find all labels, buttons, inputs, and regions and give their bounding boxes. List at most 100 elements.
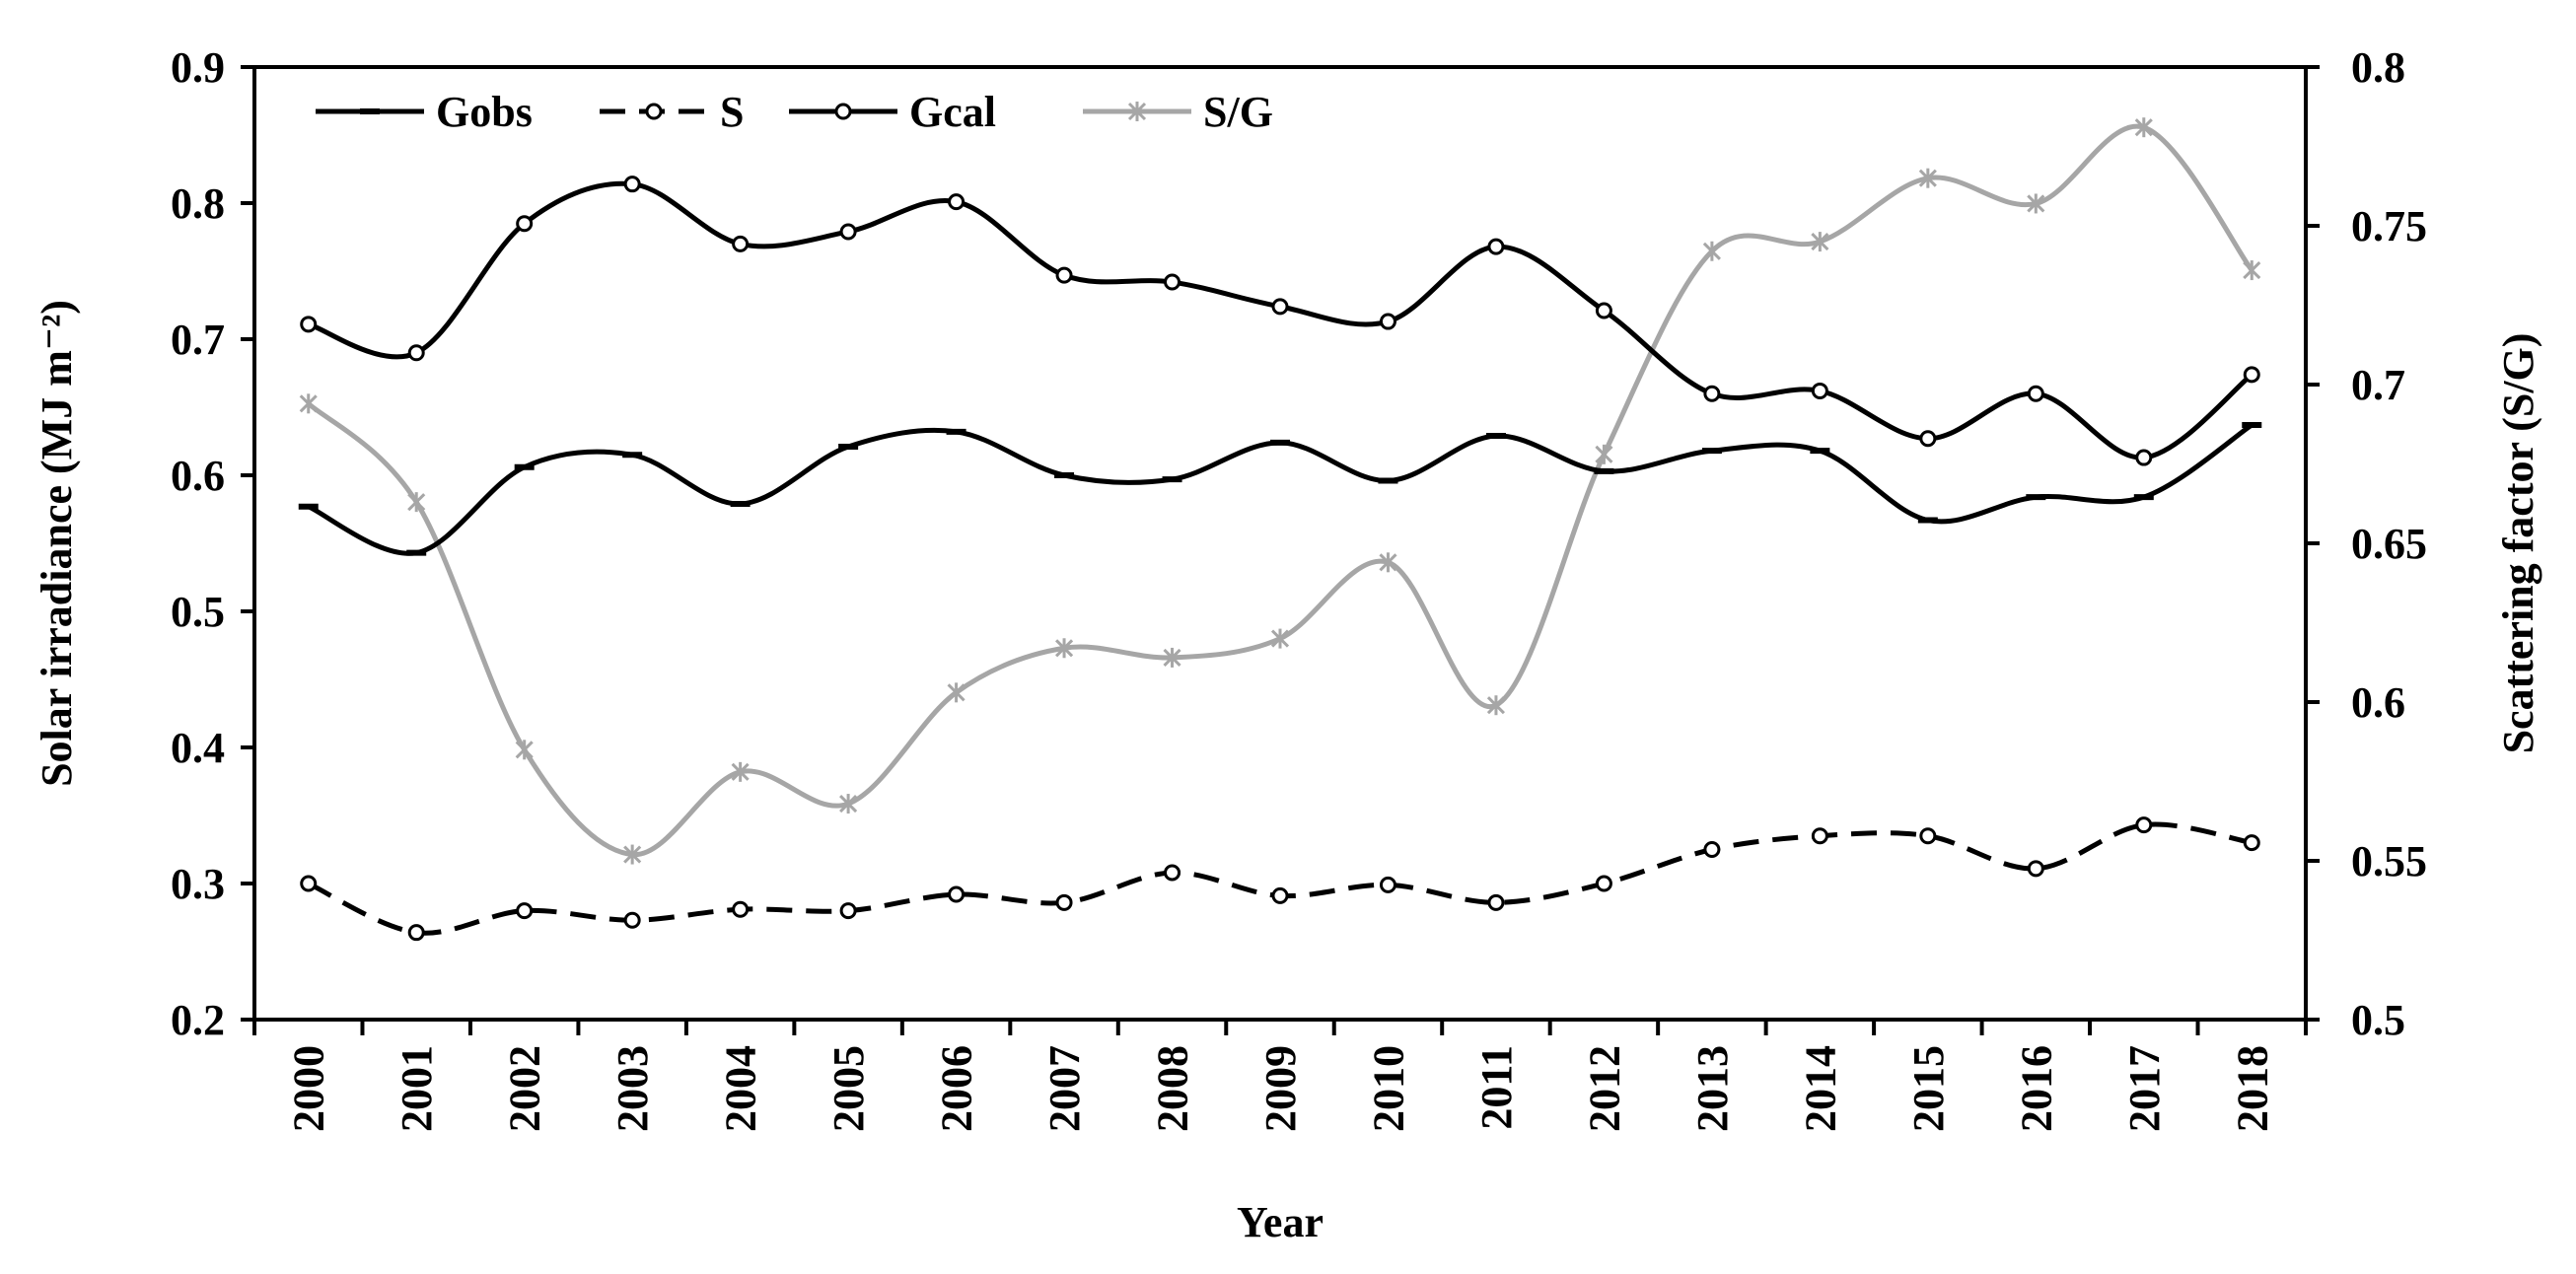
legend-label-s: S [720, 88, 744, 136]
data-point-s-g [1379, 552, 1397, 573]
x-tick-label: 2006 [933, 1045, 981, 1132]
data-point-s-g [623, 844, 642, 865]
data-point-s-g [2243, 260, 2261, 281]
data-point-gcal [1487, 238, 1505, 255]
y2-tick-label: 0.6 [2351, 678, 2405, 727]
data-point-s-g [407, 492, 426, 513]
y-tick-label: 0.9 [171, 43, 225, 92]
data-point-s [1919, 827, 1937, 845]
data-point-s [1379, 876, 1396, 893]
x-tick-label: 2003 [608, 1045, 657, 1132]
y2-tick-label: 0.5 [2351, 996, 2405, 1044]
legend-item-gobs: Gobs [316, 88, 533, 136]
data-point-s-g [1486, 695, 1506, 716]
data-point-gcal [1379, 313, 1396, 330]
x-tick-label: 2001 [393, 1045, 441, 1132]
data-point-gcal [1271, 298, 1289, 316]
x-tick-label: 2015 [1904, 1045, 1953, 1132]
y-tick-label: 0.2 [171, 996, 225, 1044]
data-point-gcal [300, 316, 318, 333]
series-s-g [299, 117, 2261, 865]
data-point-gcal [1055, 266, 1073, 284]
data-point-gcal [1703, 385, 1721, 402]
x-tick-label: 2005 [824, 1045, 873, 1132]
x-tick-label: 2016 [2012, 1045, 2060, 1132]
x-axis-title: Year [1237, 1198, 1324, 1246]
data-point-s [948, 885, 966, 903]
data-point-s-g [1054, 638, 1074, 659]
data-point-gcal [1811, 382, 1828, 399]
y2-axis-title: Scattering factor (S/G) [2494, 333, 2542, 754]
data-point-s [839, 902, 857, 920]
data-point-gcal [2027, 385, 2044, 402]
plot-area-frame [252, 65, 2308, 1022]
legend-label-gobs: Gobs [436, 88, 533, 136]
series-gobs [298, 421, 2262, 556]
data-point-s-g [2027, 193, 2045, 214]
y-axis-title: Solar irradiance (MJ m⁻²) [33, 300, 81, 787]
data-point-gcal [516, 215, 534, 233]
data-point-s [300, 875, 318, 892]
y-tick-label: 0.8 [171, 179, 225, 228]
y2-tick-label: 0.7 [2351, 361, 2405, 409]
x-tick-label: 2018 [2228, 1045, 2276, 1132]
data-point-gcal [839, 223, 857, 241]
data-point-s [1703, 841, 1721, 858]
x-tick-label: 2004 [717, 1045, 765, 1132]
data-point-gcal [1164, 273, 1181, 291]
x-tick-label: 2017 [2120, 1045, 2169, 1132]
data-point-s-g [1811, 232, 1829, 252]
y2-tick-label: 0.75 [2351, 202, 2427, 250]
data-point-s [2027, 860, 2044, 878]
data-point-s [732, 900, 750, 918]
data-point-s-g [2134, 117, 2153, 138]
y2-tick-label: 0.65 [2351, 520, 2427, 568]
legend: Gobs S Gcal S/G [316, 88, 1273, 136]
x-tick-label: 2009 [1256, 1045, 1305, 1132]
data-point-gcal [948, 193, 966, 211]
y-tick-label: 0.5 [171, 588, 225, 636]
y2-tick-label: 0.8 [2351, 43, 2405, 92]
y-tick-label: 0.7 [171, 316, 225, 364]
y-tick-label: 0.4 [171, 724, 225, 772]
data-point-s [623, 911, 641, 929]
legend-item-gcal: Gcal [789, 88, 996, 136]
data-point-s-g [299, 393, 318, 414]
x-tick-label: 2012 [1580, 1045, 1628, 1132]
legend-item-s-g: S/G [1083, 88, 1273, 136]
data-point-gcal [2243, 366, 2260, 384]
x-tick-label: 2013 [1688, 1045, 1737, 1132]
data-point-s-g [731, 761, 750, 782]
data-point-gcal [623, 176, 641, 193]
data-point-s [2243, 834, 2260, 852]
x-tick-label: 2014 [1796, 1045, 1844, 1132]
data-point-s [1595, 875, 1612, 892]
data-point-s [1487, 893, 1505, 911]
data-point-s [1271, 886, 1289, 904]
y2-tick-label: 0.55 [2351, 837, 2427, 885]
legend-label-s-g: S/G [1203, 88, 1273, 136]
x-tick-label: 2000 [285, 1045, 333, 1132]
data-point-s-g [1163, 647, 1181, 668]
tick-layer: 0.2 0.3 0.4 0.5 0.6 0.7 0.8 0.9 0.5 0.55 0.6 0.65 0.… [171, 43, 2427, 1132]
data-point-s-g [515, 740, 534, 760]
x-tick-label: 2002 [501, 1045, 549, 1132]
series-s [300, 816, 2260, 942]
data-point-gcal [407, 344, 425, 362]
data-point-gcal [732, 235, 750, 252]
data-point-gcal [2135, 449, 2153, 466]
data-point-s [1055, 893, 1073, 911]
legend-label-gcal: Gcal [909, 88, 996, 136]
x-tick-label: 2010 [1364, 1045, 1412, 1132]
x-tick-label: 2011 [1472, 1045, 1521, 1130]
y-tick-label: 0.6 [171, 452, 225, 500]
data-point-s-g [1595, 444, 1613, 464]
x-tick-label: 2008 [1149, 1045, 1197, 1132]
legend-marker-gcal [834, 103, 852, 120]
data-point-s-g [1270, 628, 1290, 649]
data-point-s [407, 924, 425, 942]
data-point-s [1164, 864, 1181, 882]
data-point-s-g [947, 682, 966, 703]
x-tick-label: 2007 [1040, 1045, 1089, 1132]
